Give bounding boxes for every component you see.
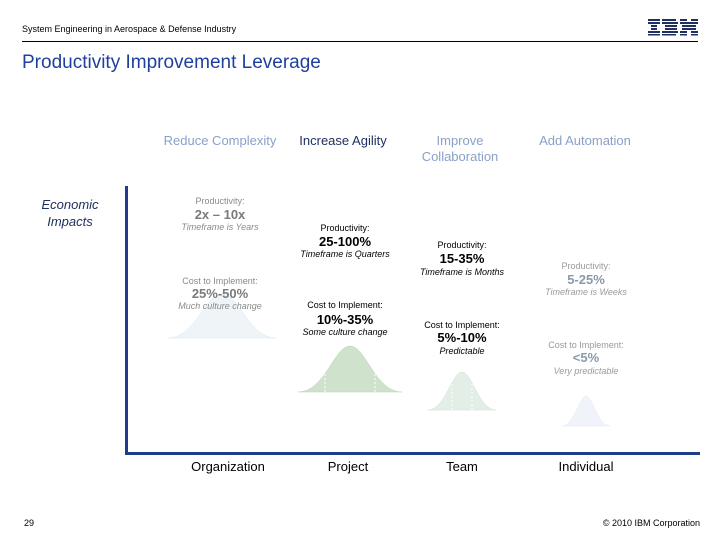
productivity-label-4: Productivity:	[561, 261, 611, 271]
cost-note-2: Some culture change	[302, 327, 388, 337]
cost-value-4: <5%	[572, 350, 600, 365]
bottom-label-individual: Individual	[558, 459, 614, 474]
header-text: System Engineering in Aerospace & Defens…	[22, 24, 237, 34]
curve-individual	[561, 395, 611, 427]
productivity-label-3: Productivity:	[437, 240, 487, 250]
productivity-timeframe-1: Timeframe is Years	[181, 222, 259, 232]
cost-note-3: Predictable	[439, 346, 485, 356]
productivity-value-1: 2x – 10x	[194, 207, 246, 222]
page-number: 29	[24, 518, 35, 528]
heading-reduce-complexity: Reduce Complexity	[163, 133, 277, 148]
horizontal-axis	[125, 452, 700, 455]
productivity-value-4: 5-25%	[567, 272, 605, 287]
cost-label-4: Cost to Implement:	[548, 340, 624, 350]
page-title: Productivity Improvement Leverage	[22, 52, 321, 73]
economic-impacts-label: Economic Impacts	[41, 197, 99, 229]
bottom-label-organization: Organization	[191, 459, 265, 474]
productivity-timeframe-2: Timeframe is Quarters	[300, 249, 390, 259]
cost-value-3: 5%-10%	[437, 330, 487, 345]
productivity-value-3: 15-35%	[439, 251, 485, 266]
productivity-timeframe-4: Timeframe is Weeks	[545, 287, 627, 297]
productivity-timeframe-3: Timeframe is Months	[420, 267, 504, 277]
ibm-logo	[648, 19, 698, 36]
heading-improve-collaboration: Improve Collaboration	[421, 133, 499, 164]
productivity-value-2: 25-100%	[318, 234, 372, 249]
bottom-label-team: Team	[446, 459, 478, 474]
vertical-axis	[125, 186, 128, 455]
productivity-label-2: Productivity:	[320, 223, 370, 233]
header-divider	[22, 41, 698, 42]
bottom-label-project: Project	[327, 459, 369, 474]
cost-label-1: Cost to Implement:	[182, 276, 258, 286]
cost-label-2: Cost to Implement:	[307, 300, 383, 310]
curve-project	[297, 345, 403, 393]
cost-label-3: Cost to Implement:	[424, 320, 500, 330]
heading-add-automation: Add Automation	[539, 133, 631, 148]
cost-value-1: 25%-50%	[191, 286, 249, 301]
cost-note-1: Much culture change	[178, 301, 262, 311]
heading-increase-agility: Increase Agility	[299, 133, 387, 148]
cost-value-2: 10%-35%	[316, 312, 374, 327]
curve-organization	[167, 293, 277, 339]
copyright: © 2010 IBM Corporation	[602, 518, 700, 528]
curve-team	[427, 371, 497, 411]
cost-note-4: Very predictable	[553, 366, 619, 376]
productivity-label-1: Productivity:	[195, 196, 245, 206]
